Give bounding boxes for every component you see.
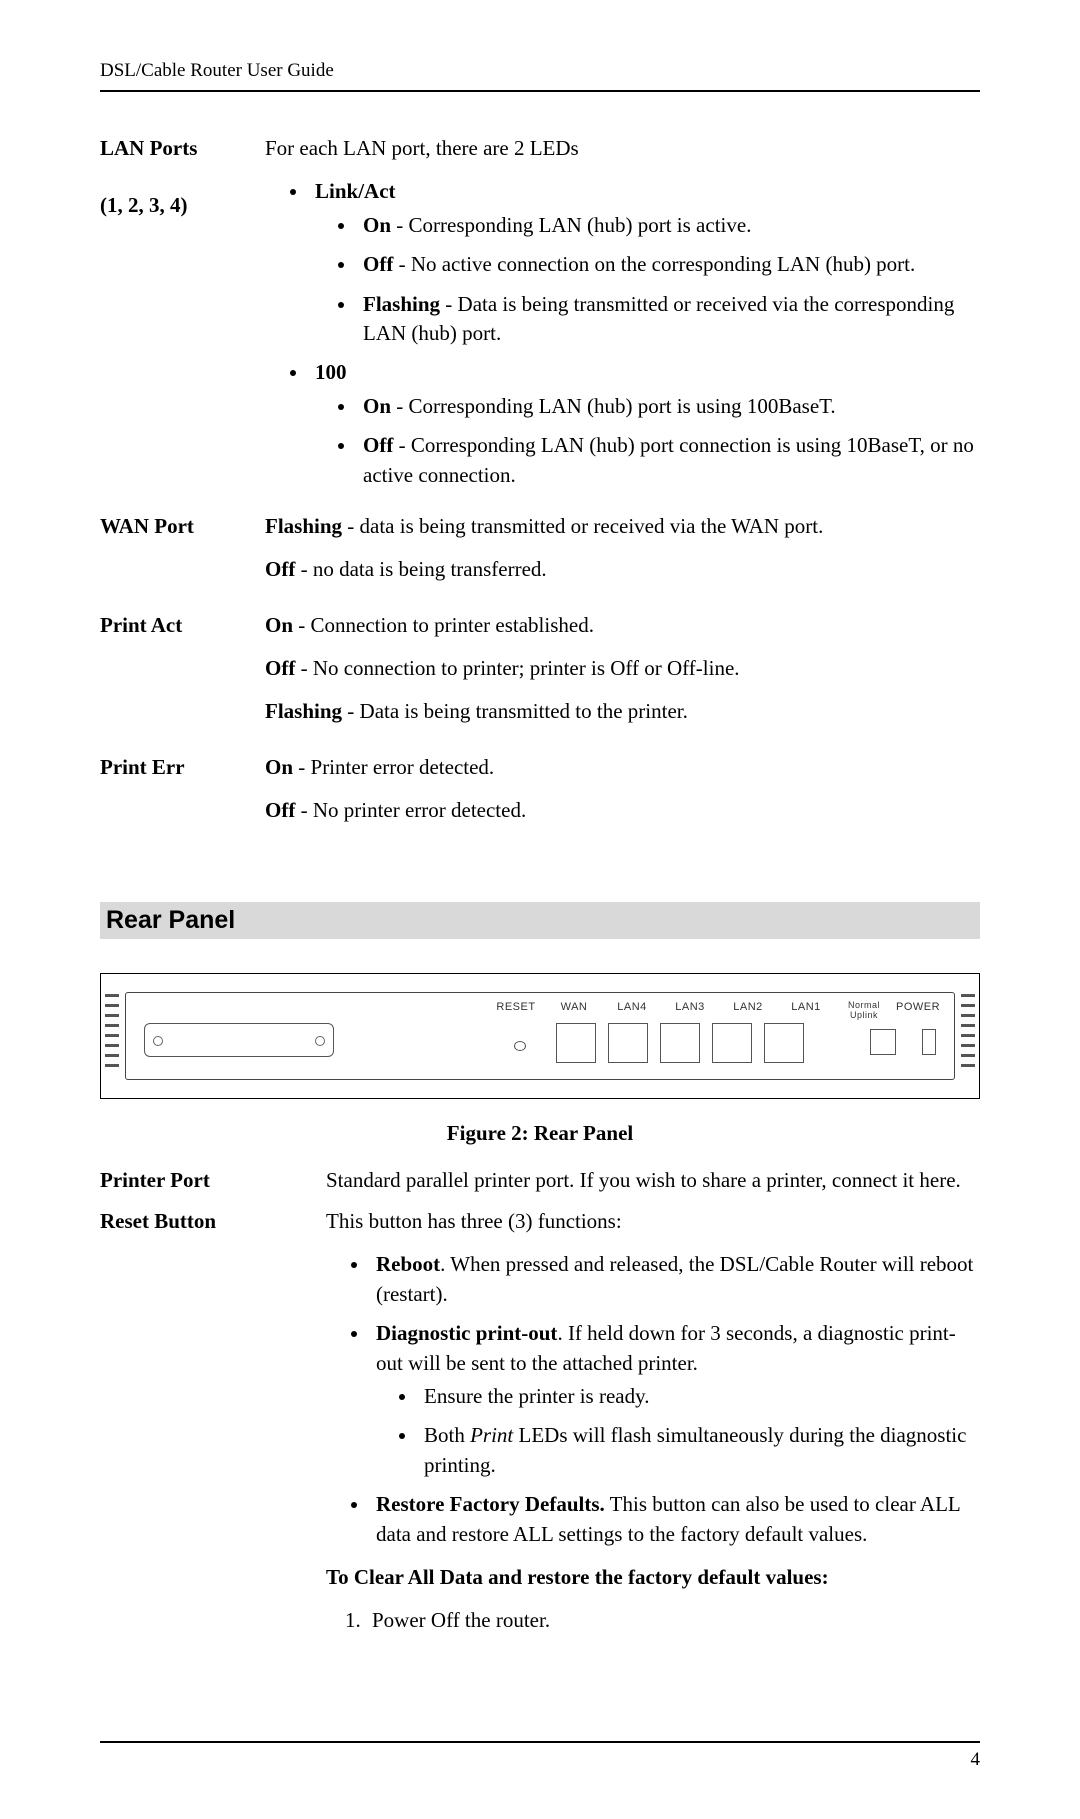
link-act-on: On - Corresponding LAN (hub) port is act…: [357, 211, 974, 240]
power-jack-icon: [870, 1029, 896, 1055]
link-act-off: Off - No active connection on the corres…: [357, 250, 974, 279]
row-printer-port: Printer Port Standard parallel printer p…: [100, 1160, 980, 1201]
lan2-jack-icon: [712, 1023, 752, 1063]
group-link-act-head: Link/Act: [315, 179, 396, 203]
label-normal-uplink: NormalUplink: [844, 1001, 878, 1021]
label-power: POWER: [896, 1001, 936, 1013]
g100-off: Off - Corresponding LAN (hub) port conne…: [357, 431, 974, 490]
clear-heading: To Clear All Data and restore the factor…: [326, 1563, 974, 1592]
g100-on: On - Corresponding LAN (hub) port is usi…: [357, 392, 974, 421]
lan4-jack-icon: [608, 1023, 648, 1063]
running-header: DSL/Cable Router User Guide: [100, 60, 980, 92]
row-wan-port: WAN Port Flashing - data is being transm…: [100, 506, 980, 605]
page-footer: 4: [100, 1741, 980, 1771]
group-100-head: 100: [315, 360, 347, 384]
wan-jack-icon: [556, 1023, 596, 1063]
group-100: 100 On - Corresponding LAN (hub) port is…: [309, 358, 974, 490]
term-print-act: Print Act: [100, 605, 265, 747]
lan-intro: For each LAN port, there are 2 LEDs: [265, 134, 974, 163]
page-number: 4: [971, 1749, 981, 1770]
reset-intro: This button has three (3) functions:: [326, 1207, 974, 1236]
clear-step-1: Power Off the router.: [366, 1606, 974, 1635]
wan-off: Off - no data is being transferred.: [265, 555, 974, 584]
power-switch-icon: [922, 1029, 936, 1055]
row-print-act: Print Act On - Connection to printer est…: [100, 605, 980, 747]
perr-on: On - Printer error detected.: [265, 753, 974, 782]
label-lan4: LAN4: [612, 1001, 652, 1013]
rear-labels-row: RESET WAN LAN4 LAN3 LAN2 LAN1 NormalUpli…: [496, 1001, 936, 1021]
row-print-err: Print Err On - Printer error detected. O…: [100, 747, 980, 846]
term-lan-ports: LAN Ports: [100, 134, 255, 163]
figure-rear-panel: RESET WAN LAN4 LAN3 LAN2 LAN1 NormalUpli…: [100, 973, 980, 1099]
row-lan-ports: LAN Ports (1, 2, 3, 4) For each LAN port…: [100, 128, 980, 506]
term-reset-button: Reset Button: [100, 1201, 326, 1652]
reset-hole-icon: [514, 1041, 526, 1051]
term-wan-port: WAN Port: [100, 506, 265, 605]
label-lan2: LAN2: [728, 1001, 768, 1013]
pact-flash: Flashing - Data is being transmitted to …: [265, 697, 974, 726]
term-lan-ports-sub: (1, 2, 3, 4): [100, 191, 255, 220]
figure-caption: Figure 2: Rear Panel: [100, 1121, 980, 1146]
pact-off: Off - No connection to printer; printer …: [265, 654, 974, 683]
printer-port-icon: [144, 1023, 334, 1057]
label-lan3: LAN3: [670, 1001, 710, 1013]
label-lan1: LAN1: [786, 1001, 826, 1013]
rear-panel-definitions-table: Printer Port Standard parallel printer p…: [100, 1160, 980, 1652]
term-print-err: Print Err: [100, 747, 265, 846]
label-wan: WAN: [554, 1001, 594, 1013]
diag-sub-ready: Ensure the printer is ready.: [418, 1382, 974, 1411]
link-act-flash: Flashing - Data is being transmitted or …: [357, 290, 974, 349]
section-heading-rear-panel: Rear Panel: [100, 902, 980, 939]
reset-item-restore: Restore Factory Defaults. This button ca…: [370, 1490, 974, 1549]
vent-right-icon: [961, 994, 975, 1078]
row-reset-button: Reset Button This button has three (3) f…: [100, 1201, 980, 1652]
reset-item-reboot: Reboot. When pressed and released, the D…: [370, 1250, 974, 1309]
lan3-jack-icon: [660, 1023, 700, 1063]
label-reset: RESET: [496, 1001, 536, 1013]
diag-sub-leds: Both Print LEDs will flash simultaneousl…: [418, 1421, 974, 1480]
perr-off: Off - No printer error detected.: [265, 796, 974, 825]
led-definitions-table: LAN Ports (1, 2, 3, 4) For each LAN port…: [100, 128, 980, 846]
lan1-jack-icon: [764, 1023, 804, 1063]
term-printer-port: Printer Port: [100, 1160, 326, 1201]
printer-port-text: Standard parallel printer port. If you w…: [326, 1160, 980, 1201]
wan-flash: Flashing - data is being transmitted or …: [265, 512, 974, 541]
reset-item-diag: Diagnostic print-out. If held down for 3…: [370, 1319, 974, 1480]
vent-left-icon: [105, 994, 119, 1078]
router-body-icon: RESET WAN LAN4 LAN3 LAN2 LAN1 NormalUpli…: [125, 992, 955, 1080]
pact-on: On - Connection to printer established.: [265, 611, 974, 640]
group-link-act: Link/Act On - Corresponding LAN (hub) po…: [309, 177, 974, 348]
